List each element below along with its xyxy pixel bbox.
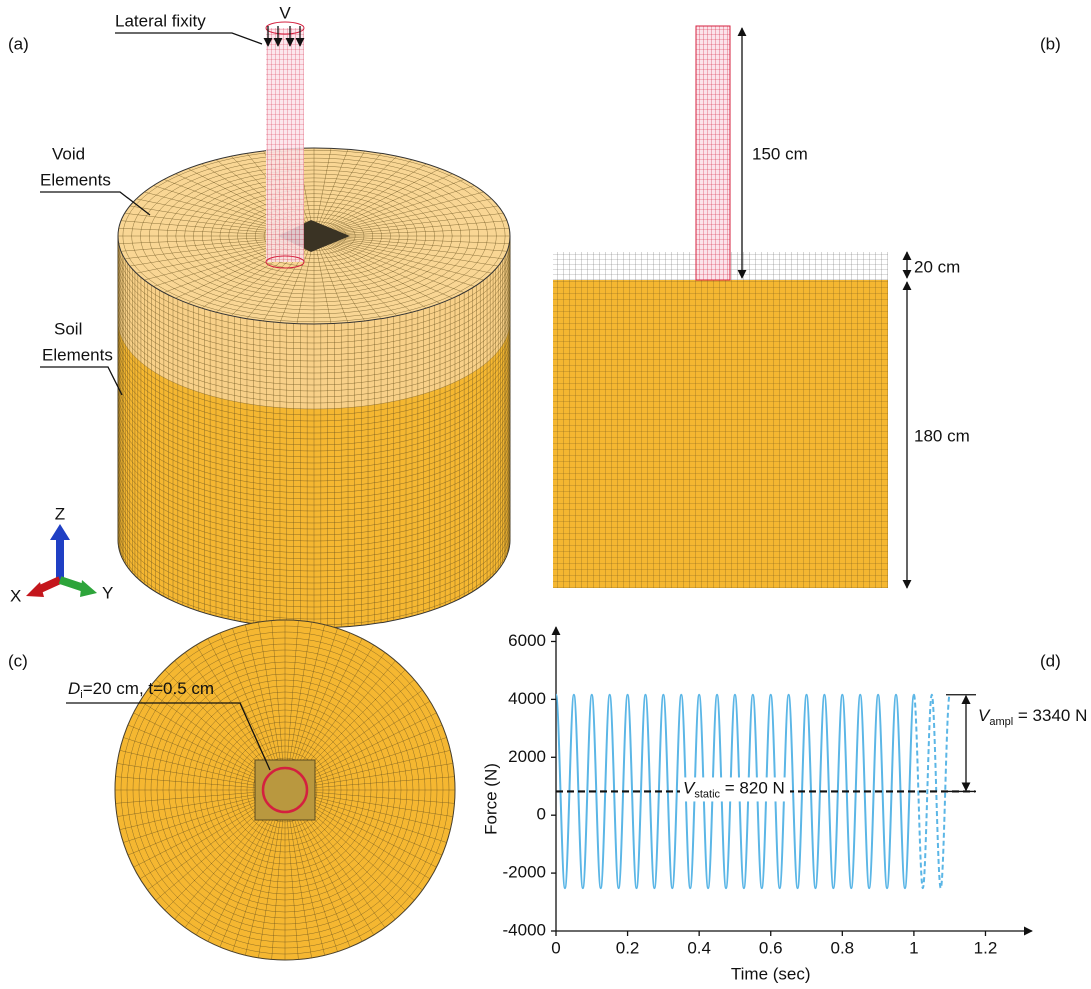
load-label: V xyxy=(279,3,291,22)
dimension-label: 150 cm xyxy=(752,144,808,163)
axis-label: Z xyxy=(55,504,65,523)
text: =20 cm, t=0.5 cm xyxy=(83,679,214,698)
text: = 3340 N xyxy=(1013,707,1087,726)
panel-d: -4000 -2000 0 2000 4000 6000 0 0.2 0.4 0.6 0.8 1 1.2… xyxy=(481,627,1087,983)
y-tick-label: -4000 xyxy=(503,920,546,939)
figure: (a) V Lateral fixity Void Elements Soil Elemen… xyxy=(0,0,1091,989)
annotation: Vampl = 3340 N xyxy=(978,707,1087,728)
panel-c: (c) Di=20 cm, t=0.5 cm xyxy=(8,620,455,960)
leader xyxy=(40,367,122,395)
annotation: Elements xyxy=(42,345,113,364)
subscript: ampl xyxy=(989,716,1013,728)
panel-label: (d) xyxy=(1040,651,1061,670)
panel-label: (a) xyxy=(8,34,29,53)
text: = 820 N xyxy=(720,779,785,798)
x-tick-label: 0.8 xyxy=(830,938,854,957)
x-tick-label: 1 xyxy=(909,938,918,957)
x-tick-label: 0.6 xyxy=(759,938,783,957)
x-axis-title: Time (sec) xyxy=(731,964,811,983)
soil-elements xyxy=(553,280,888,588)
y-tick-label: 6000 xyxy=(508,631,546,650)
x-tick-label: 0 xyxy=(551,938,560,957)
panel-label: (c) xyxy=(8,651,28,670)
axis-label: X xyxy=(10,586,21,605)
annotation: Void xyxy=(52,144,85,163)
panel-label: (b) xyxy=(1040,34,1061,53)
leader xyxy=(115,33,262,44)
annotation: Elements xyxy=(40,170,111,189)
axis-z-head xyxy=(50,524,70,540)
y-tick-label: -2000 xyxy=(503,863,546,882)
axis-y xyxy=(60,580,84,588)
y-axis-title: Force (N) xyxy=(481,763,500,835)
x-tick-label: 0.4 xyxy=(687,938,711,957)
axis-label: Y xyxy=(102,583,113,602)
annotation: Di=20 cm, t=0.5 cm xyxy=(68,679,214,700)
y-tick-label: 2000 xyxy=(508,747,546,766)
y-tick-label: 0 xyxy=(537,805,546,824)
annotation: Soil xyxy=(54,319,82,338)
pile xyxy=(696,26,730,280)
subscript: static xyxy=(694,788,720,800)
dimension-label: 20 cm xyxy=(914,257,960,276)
axis-y-head xyxy=(80,580,97,597)
x-tick-label: 1.2 xyxy=(974,938,998,957)
panel-b: (b) 150 cm 20 cm 180 cm xyxy=(553,26,1061,588)
panel-a: (a) V Lateral fixity Void Elements Soil Elemen… xyxy=(8,3,510,628)
dimension-label: 180 cm xyxy=(914,426,970,445)
annotation: Lateral fixity xyxy=(115,11,206,30)
symbol: D xyxy=(68,679,80,698)
x-tick-label: 0.2 xyxy=(616,938,640,957)
pile xyxy=(266,28,304,262)
y-tick-label: 4000 xyxy=(508,689,546,708)
